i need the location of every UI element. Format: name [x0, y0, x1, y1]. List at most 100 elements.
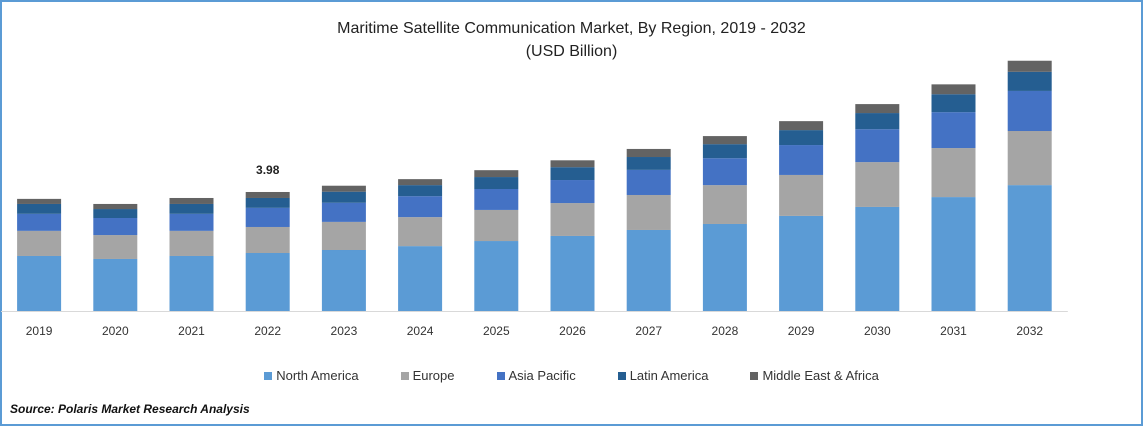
bar-segment-north-america-2028	[702, 223, 747, 311]
x-tick-label: 2022	[254, 324, 281, 338]
bar-segment-europe-2027	[626, 194, 671, 230]
legend-label: Europe	[412, 368, 455, 383]
bar-segment-europe-2028	[702, 185, 747, 224]
bar-segment-latin-america-2021	[169, 203, 214, 214]
bar-segment-latin-america-2031	[931, 94, 976, 113]
bar-segment-north-america-2029	[779, 215, 824, 311]
bar-segment-asia-pacific-2019	[17, 213, 62, 231]
x-tick-label: 2019	[26, 324, 53, 338]
bar-segment-europe-2022	[245, 226, 290, 253]
bar-segment-europe-2021	[169, 230, 214, 256]
bar-segment-latin-america-2023	[321, 191, 366, 203]
legend-item: Latin America	[617, 368, 709, 383]
bar-segment-middle-east-africa-2023	[321, 185, 366, 192]
bar-segment-latin-america-2026	[550, 167, 595, 181]
x-tick-label: 2026	[559, 324, 586, 338]
legend-item: Middle East & Africa	[750, 368, 879, 383]
legend-label: Middle East & Africa	[762, 368, 879, 383]
x-tick-label: 2030	[864, 324, 891, 338]
legend: North America Europe Asia Pacific Latin Ame…	[0, 368, 1143, 383]
legend-item: North America	[264, 368, 359, 383]
legend-item: Asia Pacific	[496, 368, 576, 383]
bar-segment-asia-pacific-2029	[779, 145, 824, 175]
x-tick-label: 2031	[940, 324, 967, 338]
bar-segment-latin-america-2028	[702, 144, 747, 159]
chart-title: Maritime Satellite Communication Market,…	[337, 20, 806, 37]
bar-segment-middle-east-africa-2026	[550, 160, 595, 168]
bar-segment-latin-america-2027	[626, 157, 671, 170]
bar-segment-europe-2019	[17, 230, 62, 256]
x-tick-label: 2029	[788, 324, 815, 338]
x-tick-label: 2025	[483, 324, 510, 338]
bar-segment-europe-2020	[93, 235, 138, 259]
bar-segment-north-america-2023	[321, 250, 366, 311]
bar-segment-middle-east-africa-2024	[398, 179, 443, 186]
bar-segment-latin-america-2029	[779, 130, 824, 146]
bar-segment-latin-america-2030	[855, 113, 900, 130]
bar-segment-asia-pacific-2028	[702, 158, 747, 186]
bar-segment-europe-2025	[474, 209, 519, 242]
bar-segment-asia-pacific-2024	[398, 196, 443, 218]
bar-segment-north-america-2026	[550, 235, 595, 311]
bar-segment-middle-east-africa-2029	[779, 121, 824, 131]
bar-segment-asia-pacific-2020	[93, 218, 138, 236]
legend-swatch	[496, 371, 505, 380]
legend-item: Europe	[400, 368, 455, 383]
source-note: Source: Polaris Market Research Analysis	[10, 402, 250, 416]
bar-segment-asia-pacific-2031	[931, 112, 976, 149]
bar-segment-north-america-2020	[93, 258, 138, 311]
bar-segment-europe-2030	[855, 162, 900, 207]
bar-segment-asia-pacific-2022	[245, 207, 290, 227]
bar-segment-north-america-2025	[474, 241, 519, 311]
bar-segment-latin-america-2032	[1007, 71, 1052, 91]
bar-segment-north-america-2019	[17, 255, 62, 311]
legend-label: Asia Pacific	[508, 368, 576, 383]
x-tick-label: 2028	[712, 324, 739, 338]
bar-segment-middle-east-africa-2027	[626, 148, 671, 158]
legend-label: Latin America	[629, 368, 709, 383]
bar-segment-middle-east-africa-2019	[17, 198, 62, 204]
bar-segment-europe-2023	[321, 221, 366, 251]
x-tick-label: 2024	[407, 324, 434, 338]
bar-segment-latin-america-2019	[17, 203, 62, 214]
bar-segment-latin-america-2025	[474, 177, 519, 190]
bar-segment-middle-east-africa-2021	[169, 197, 214, 204]
legend-swatch	[400, 371, 409, 380]
bar-segment-middle-east-africa-2022	[245, 191, 290, 198]
bar-segment-latin-america-2024	[398, 185, 443, 197]
bar-segment-north-america-2021	[169, 255, 214, 311]
bar-segment-europe-2026	[550, 203, 595, 236]
bar-segment-north-america-2022	[245, 252, 290, 311]
bar-segment-europe-2024	[398, 217, 443, 247]
bar-segment-middle-east-africa-2025	[474, 170, 519, 178]
bar-segment-asia-pacific-2025	[474, 189, 519, 210]
legend-label: North America	[276, 368, 359, 383]
bar-segment-north-america-2032	[1007, 185, 1052, 311]
bar-segment-middle-east-africa-2032	[1007, 60, 1052, 72]
legend-swatch	[264, 371, 273, 380]
x-tick-label: 2032	[1016, 324, 1043, 338]
legend-swatch	[750, 371, 759, 380]
bar-segment-middle-east-africa-2031	[931, 84, 976, 95]
bar-segment-europe-2029	[779, 174, 824, 216]
bar-segment-europe-2032	[1007, 131, 1052, 186]
bar-segment-asia-pacific-2021	[169, 213, 214, 231]
bar-segment-europe-2031	[931, 148, 976, 198]
x-tick-label: 2023	[331, 324, 358, 338]
bar-segment-north-america-2030	[855, 206, 900, 311]
bar-segment-latin-america-2022	[245, 197, 290, 208]
bar-segment-asia-pacific-2023	[321, 202, 366, 222]
data-label: 3.98	[256, 163, 280, 177]
bar-segment-north-america-2027	[626, 229, 671, 311]
bar-segment-middle-east-africa-2028	[702, 136, 747, 145]
x-tick-label: 2020	[102, 324, 129, 338]
bar-segment-middle-east-africa-2030	[855, 104, 900, 114]
bar-segment-asia-pacific-2032	[1007, 90, 1052, 132]
bar-segment-latin-america-2020	[93, 209, 138, 219]
bar-segment-north-america-2031	[931, 197, 976, 311]
x-tick-label: 2021	[178, 324, 205, 338]
bar-segment-asia-pacific-2026	[550, 180, 595, 204]
x-tick-label: 2027	[635, 324, 662, 338]
bar-segment-north-america-2024	[398, 246, 443, 311]
bar-segment-asia-pacific-2030	[855, 129, 900, 163]
